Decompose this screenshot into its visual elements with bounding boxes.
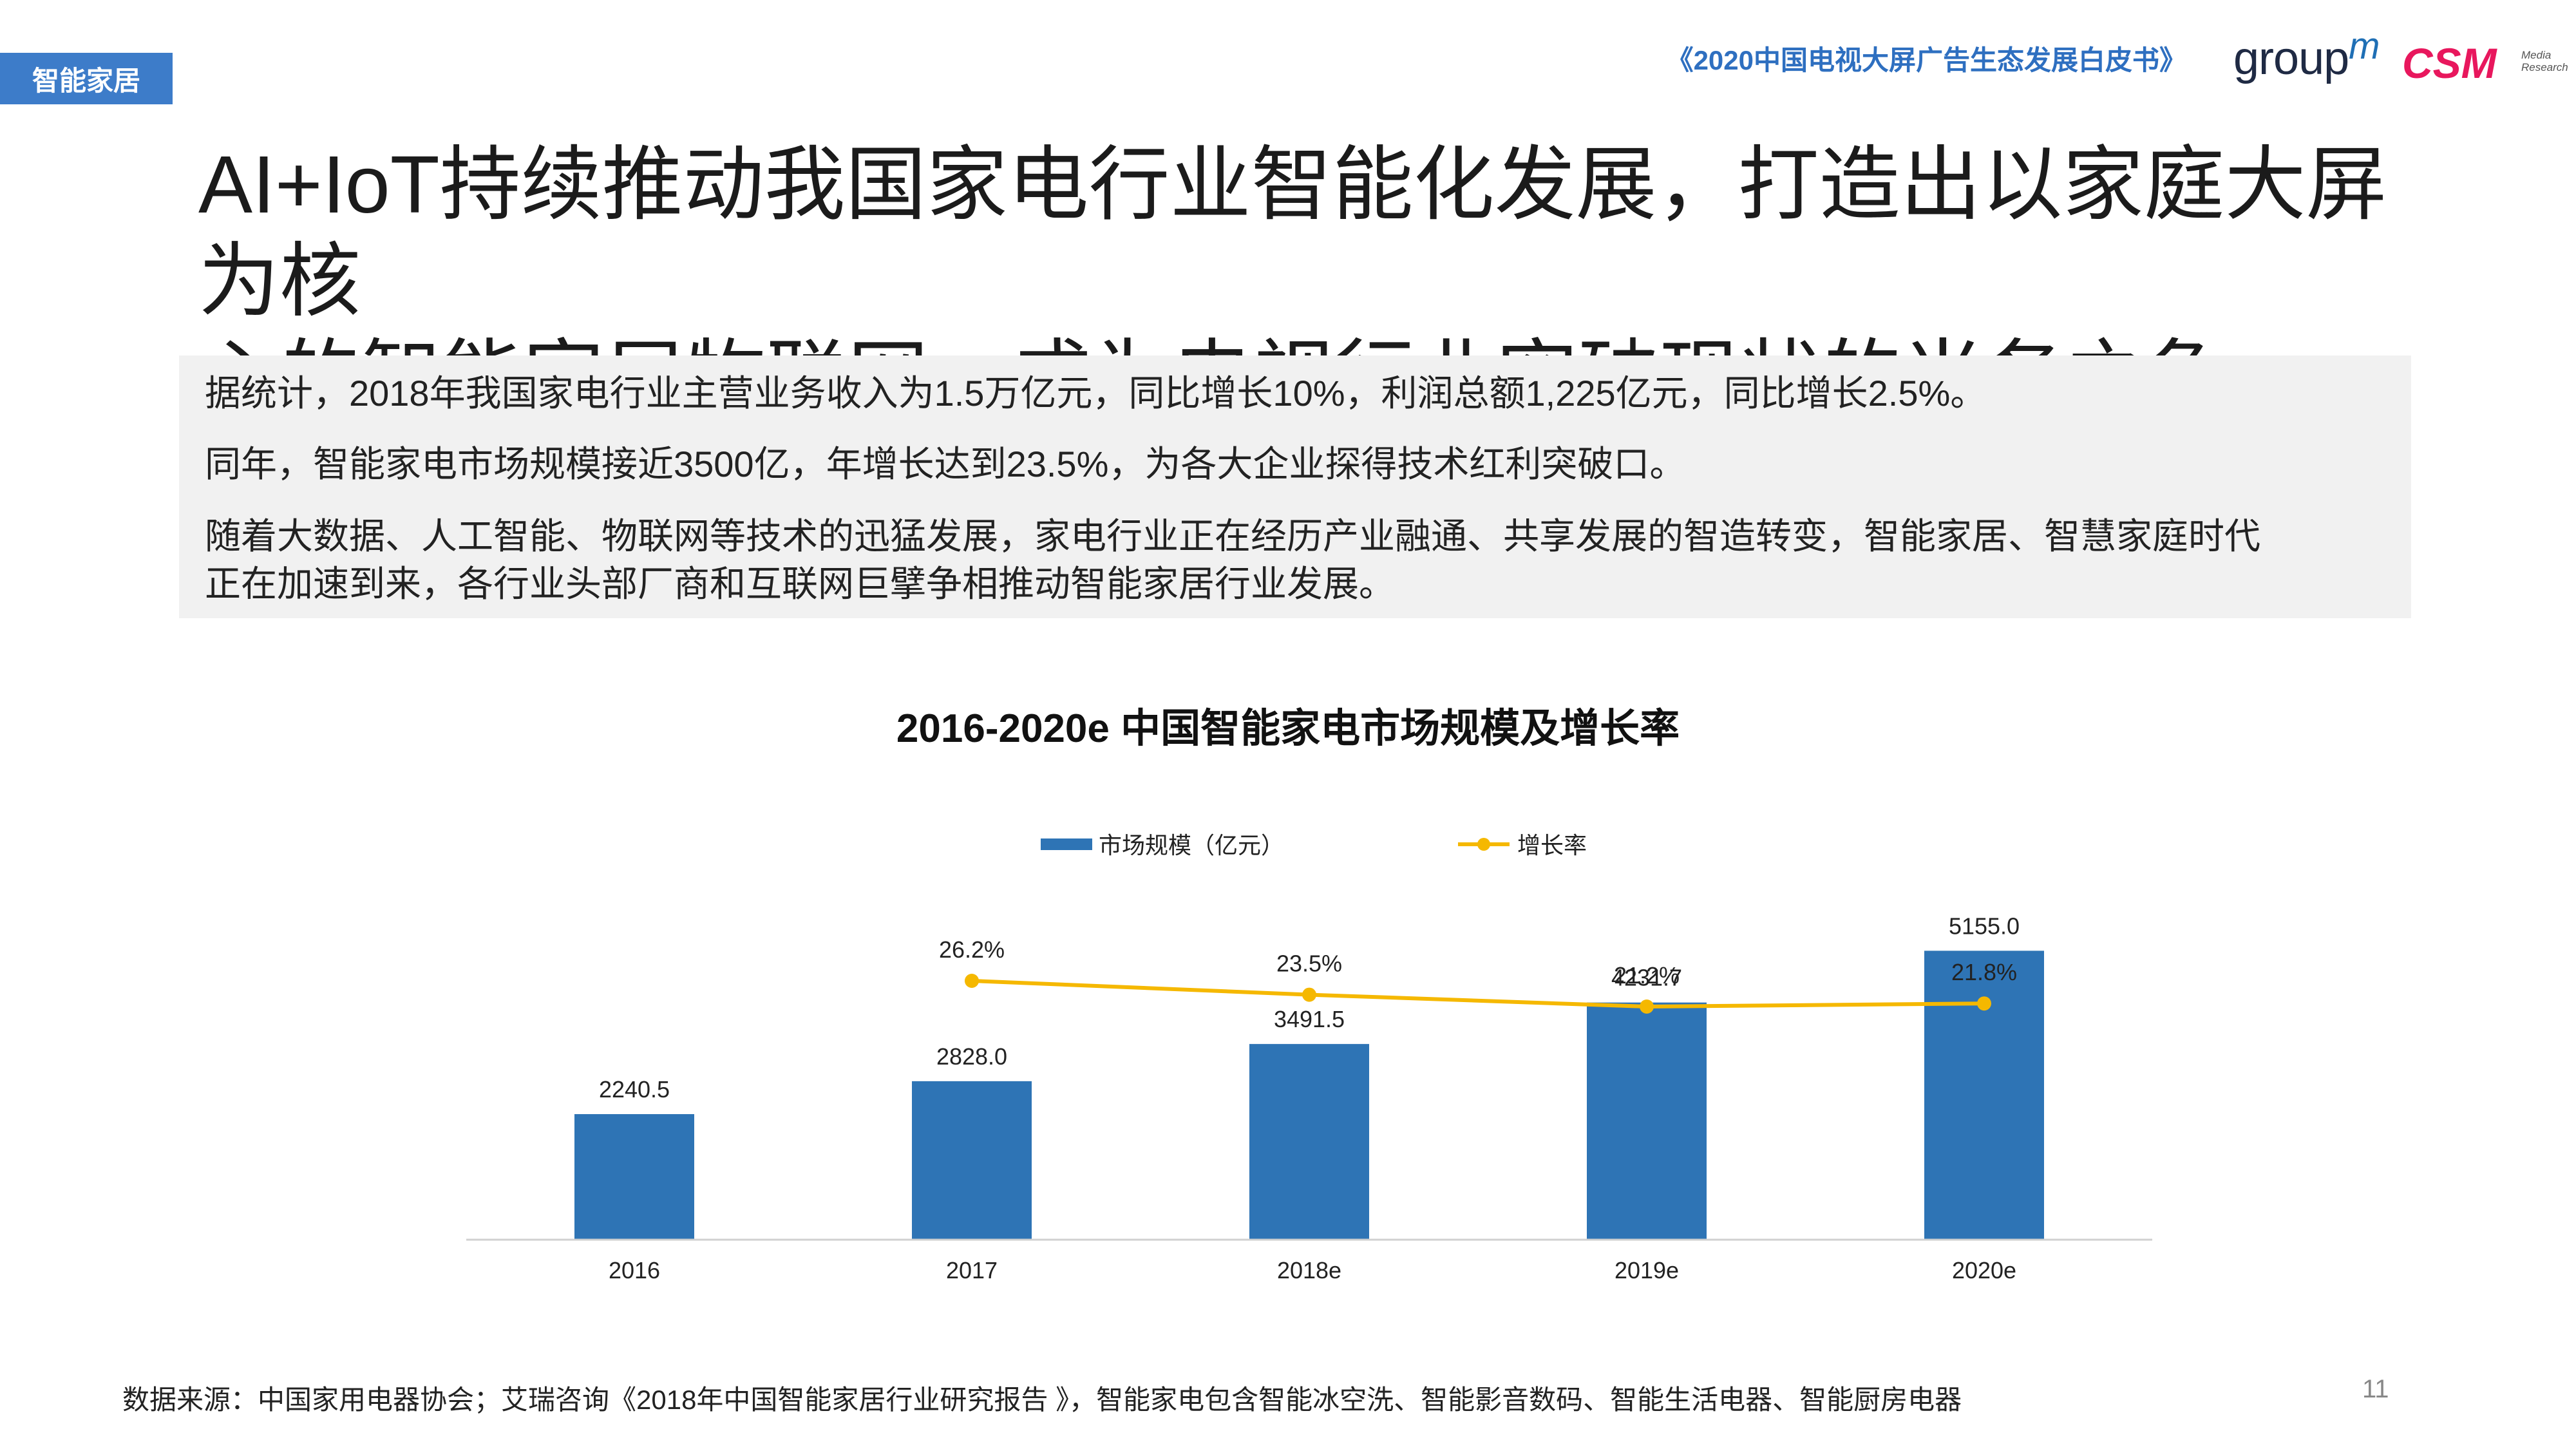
bar-label-2020e: 5155.0 bbox=[1949, 913, 2020, 939]
info-line-1: 据统计，2018年我国家电行业主营业务收入为1.5万亿元，同比增长10%，利润总… bbox=[205, 373, 1987, 413]
growth-point-2020e bbox=[1977, 996, 1991, 1011]
bar-2019e bbox=[1587, 1002, 1707, 1240]
info-line-2: 同年，智能家电市场规模接近3500亿，年增长达到23.5%，为各大企业探得技术红… bbox=[205, 444, 1686, 484]
info-box bbox=[179, 355, 2411, 618]
bar-2017 bbox=[912, 1081, 1032, 1240]
csm-logo-sub-research: Research bbox=[2521, 61, 2568, 73]
growth-label-2019e: 21.2% bbox=[1614, 962, 1680, 989]
csm-logo: CSM bbox=[2402, 39, 2497, 87]
legend-label-market-size: 市场规模（亿元） bbox=[1099, 832, 1284, 858]
info-line-3: 随着大数据、人工智能、物联网等技术的迅猛发展，家电行业正在经历产业融通、共享发展… bbox=[205, 516, 2260, 556]
legend-swatch-market-size bbox=[1041, 838, 1092, 850]
groupm-logo-m: m bbox=[2349, 25, 2380, 67]
bar-2018e bbox=[1249, 1044, 1369, 1240]
growth-line bbox=[971, 979, 1985, 1009]
groupm-logo: groupm bbox=[2233, 25, 2380, 85]
bar-label-2019e: 4231.7 bbox=[1611, 965, 1682, 991]
csm-logo-sub-media: Media bbox=[2521, 49, 2552, 61]
report-title: 《2020中国电视大屏广告生态发展白皮书》 bbox=[1666, 45, 2186, 75]
legend-label-growth: 增长率 bbox=[1517, 832, 1587, 858]
bar-2016 bbox=[574, 1114, 694, 1240]
bar-label-2016: 2240.5 bbox=[599, 1076, 670, 1103]
chart-title: 2016-2020e 中国智能家电市场规模及增长率 bbox=[896, 706, 1680, 751]
x-tick-2019e: 2019e bbox=[1615, 1257, 1679, 1283]
page-number: 11 bbox=[2362, 1375, 2389, 1403]
growth-point-2019e bbox=[1640, 999, 1654, 1014]
source-note: 数据来源：中国家用电器协会；艾瑞咨询《2018年中国智能家居行业研究报告 》，智… bbox=[122, 1385, 1962, 1415]
bar-label-2017: 2828.0 bbox=[936, 1043, 1007, 1070]
growth-label-2018e: 23.5% bbox=[1276, 951, 1342, 977]
legend-marker-growth bbox=[1477, 838, 1490, 851]
info-line-4: 正在加速到来，各行业头部厂商和互联网巨擘争相推动智能家居行业发展。 bbox=[205, 564, 1395, 604]
growth-point-2018e bbox=[1302, 987, 1316, 1002]
growth-label-2017: 26.2% bbox=[939, 936, 1005, 963]
csm-logo-subtitle: Media Research bbox=[2521, 49, 2568, 73]
x-tick-2016: 2016 bbox=[609, 1257, 660, 1283]
growth-label-2020e: 21.8% bbox=[1951, 959, 2017, 985]
bar-2020e bbox=[1924, 951, 2044, 1240]
growth-point-2017 bbox=[965, 974, 979, 988]
headline-line-1: AI+IoT持续推动我国家电行业智能化发展，打造出以家庭大屏为核 bbox=[198, 139, 2387, 327]
groupm-logo-text: group bbox=[2233, 33, 2349, 84]
bar-label-2018e: 3491.5 bbox=[1274, 1006, 1345, 1032]
section-tag: 智能家居 bbox=[0, 53, 173, 104]
x-tick-2020e: 2020e bbox=[1952, 1257, 2016, 1283]
x-tick-2017: 2017 bbox=[946, 1257, 998, 1283]
x-tick-2018e: 2018e bbox=[1277, 1257, 1341, 1283]
